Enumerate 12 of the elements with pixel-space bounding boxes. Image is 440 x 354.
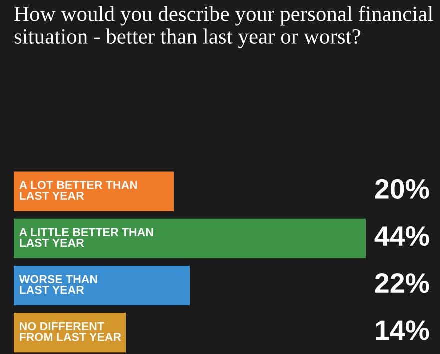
bar [14,218,366,258]
bar [14,266,190,306]
data-label: 20% [375,179,430,199]
data-label: 44% [374,226,430,246]
chart-title: How would you describe your personal financial situation - better than last year or worst? [14,6,434,48]
y-tick-label: A LOT BETTER THAN LAST YEAR [20,181,138,200]
data-label: 22% [375,274,430,294]
data-label: 14% [376,320,430,340]
bar [14,172,174,212]
y-tick-label: NO DIFFERENT FROM LAST YEAR [20,322,122,342]
y-tick-label: A LITTLE BETTER THAN LAST YEAR [20,228,154,248]
y-tick-label: WORSE THAN LAST YEAR [19,275,98,294]
